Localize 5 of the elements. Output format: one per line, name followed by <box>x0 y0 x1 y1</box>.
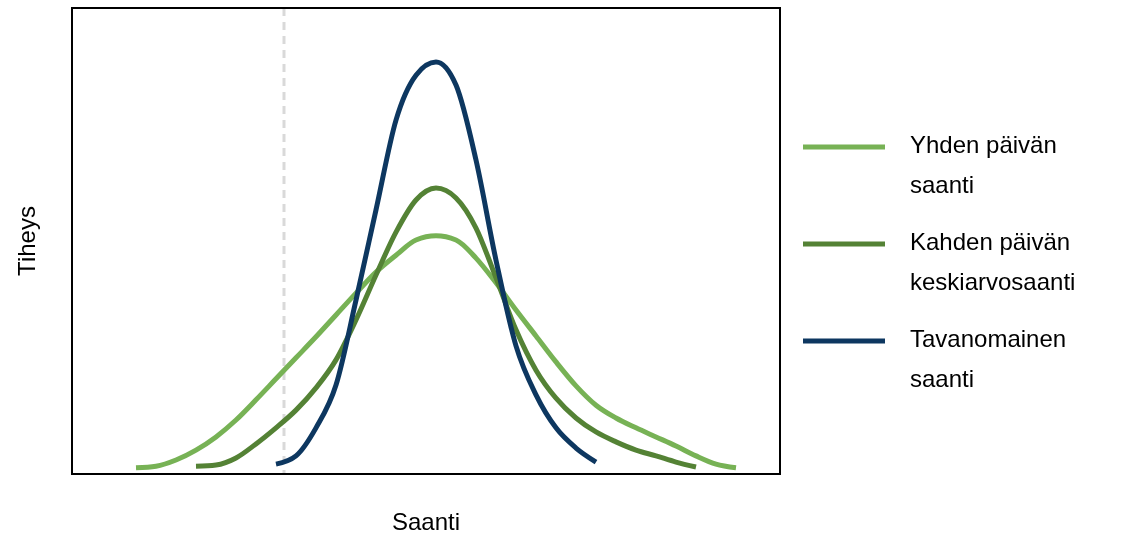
y-axis-title: Tiheys <box>13 206 40 276</box>
legend-label: Tavanomainen saanti <box>910 325 1067 392</box>
x-axis-title: Saanti <box>391 508 461 535</box>
legend-label: Kahden päivän keskiarvosaanti <box>910 228 1076 295</box>
legend-label: Yhden päivän saanti <box>910 131 1057 198</box>
